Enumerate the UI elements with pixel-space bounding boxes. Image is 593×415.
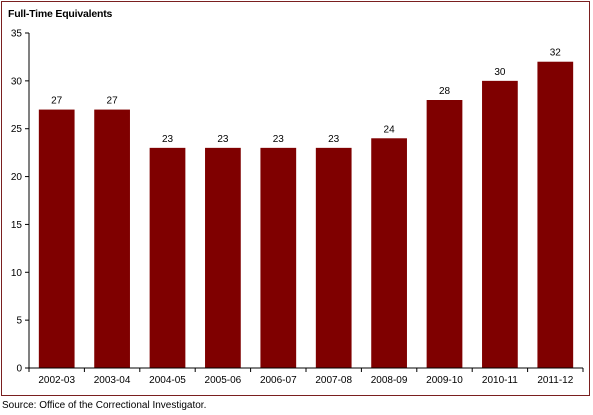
y-tick-label: 20 [11, 172, 23, 183]
bar-2004-05 [149, 147, 186, 368]
bar-2009-10 [426, 100, 463, 368]
x-tick-label: 2011-12 [537, 375, 573, 386]
data-label: 27 [107, 96, 119, 107]
y-tick-label: 15 [11, 220, 23, 231]
y-tick-label: 0 [16, 364, 22, 375]
data-label: 32 [550, 48, 562, 59]
y-axis: 0 5 10 15 20 25 30 35 [11, 29, 30, 375]
y-tick-label: 30 [11, 76, 23, 87]
data-label: 28 [439, 86, 451, 97]
data-label: 23 [273, 134, 285, 145]
x-tick-label: 2008-09 [371, 375, 408, 386]
bar-2008-09 [371, 138, 407, 368]
x-tick-label: 2002-03 [38, 375, 75, 386]
data-label: 23 [162, 134, 174, 145]
data-label: 23 [328, 134, 340, 145]
x-tick-label: 2009-10 [426, 375, 463, 386]
data-label: 30 [494, 67, 506, 78]
y-tick-label: 25 [11, 124, 23, 135]
x-tick-label: 2003-04 [94, 375, 131, 386]
bar-2006-07 [260, 147, 297, 368]
x-tick-label: 2006-07 [260, 375, 297, 386]
x-tick-label: 2007-08 [315, 375, 352, 386]
x-axis: 2002-03 2003-04 2004-05 2005-06 2006-07 2007-… [28, 367, 584, 386]
chart-frame [1, 1, 590, 396]
bar-2007-08 [315, 147, 352, 368]
y-tick-label: 35 [11, 29, 23, 40]
y-axis-title: Full-Time Equivalents [8, 8, 113, 20]
data-label: 24 [384, 124, 396, 135]
y-tick-label: 10 [11, 268, 23, 279]
bar-2005-06 [205, 147, 241, 368]
bar-2003-04 [94, 109, 130, 369]
bar-2010-11 [482, 80, 518, 368]
x-tick-label: 2010-11 [482, 375, 518, 386]
bar-2011-12 [537, 61, 574, 368]
x-tick-label: 2005-06 [205, 375, 242, 386]
bars: 27 27 23 23 23 23 24 28 30 32 [38, 48, 574, 369]
y-tick-label: 5 [16, 316, 22, 327]
source-note: Source: Office of the Correctional Inves… [2, 400, 207, 411]
x-tick-label: 2004-05 [149, 375, 186, 386]
bar-2002-03 [38, 109, 75, 369]
data-label: 27 [51, 96, 63, 107]
data-label: 23 [217, 134, 229, 145]
